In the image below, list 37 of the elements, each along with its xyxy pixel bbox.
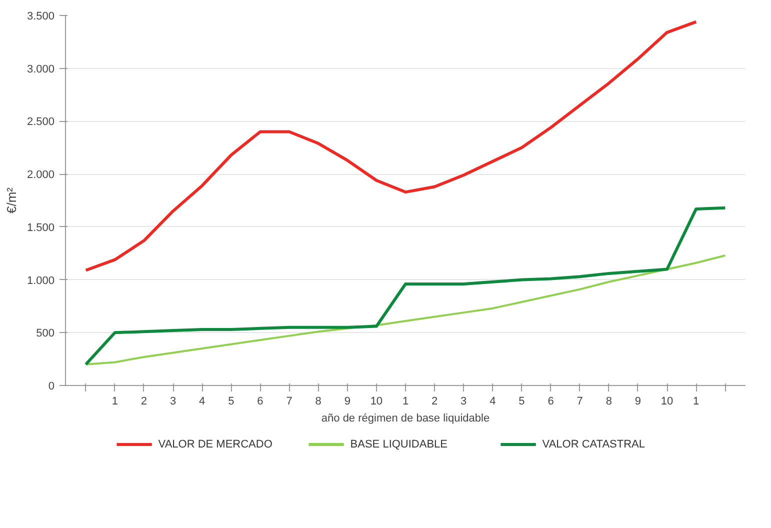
x-tick-label: 5	[228, 396, 234, 408]
x-tick-label: 3	[460, 396, 467, 408]
x-tick-label: 4	[490, 396, 496, 408]
y-tick-label: 1.000	[26, 274, 55, 287]
y-axis-title: €/m²	[4, 186, 19, 214]
y-tick-label: 500	[36, 328, 55, 340]
line-series	[84, 20, 698, 272]
x-tick-label: 1	[693, 396, 700, 408]
y-tick-label: 0	[48, 380, 55, 392]
y-tick-label: 2.000	[26, 169, 55, 182]
x-tick-label: 7	[576, 396, 583, 408]
x-tick-label: 10	[370, 396, 383, 408]
x-tick-label: 6	[257, 396, 264, 408]
y-tick-label: 3.500	[26, 10, 55, 22]
legend-label: VALOR CATASTRAL	[542, 438, 646, 450]
x-tick-label: 4	[199, 396, 206, 408]
x-tick-label: 10	[660, 396, 674, 408]
line-series	[84, 254, 726, 366]
y-tick-label: 3.000	[26, 63, 55, 76]
x-tick-label: 1	[402, 396, 409, 408]
x-tick-label: 2	[140, 396, 148, 408]
y-tick-label: 1.500	[26, 222, 55, 234]
x-tick-label: 1	[112, 396, 118, 408]
y-tick-label: 2.500	[26, 116, 55, 128]
legend-label: VALOR DE MERCADO	[158, 438, 273, 450]
x-tick-label: 8	[315, 396, 322, 408]
x-tick-label: 8	[606, 396, 612, 408]
x-tick-label: 5	[518, 396, 525, 408]
x-tick-label: 3	[170, 396, 176, 408]
x-tick-label: 2	[432, 396, 438, 408]
x-axis-title: año de régimen de base liquidable	[321, 412, 490, 424]
x-tick-label: 9	[344, 396, 350, 408]
x-tick-label: 7	[286, 396, 292, 408]
x-tick-label: 6	[548, 396, 554, 408]
line-series	[84, 206, 727, 366]
legend-label: BASE LIQUIDABLE	[350, 438, 448, 450]
x-tick-label: 9	[634, 396, 642, 408]
